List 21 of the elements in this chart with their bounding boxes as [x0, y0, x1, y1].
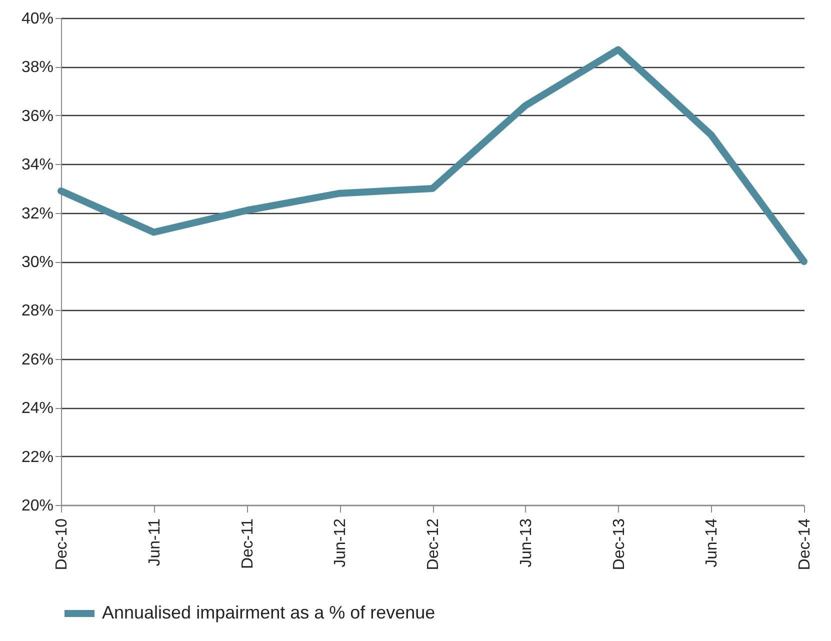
- y-tick-label: 30%: [21, 254, 54, 271]
- y-tick-label: 40%: [21, 10, 54, 28]
- y-tick-label: 32%: [21, 205, 54, 222]
- y-tick-label: 38%: [21, 59, 54, 76]
- x-tick-label: Jun-14: [704, 518, 721, 568]
- x-tick-label: Jun-13: [518, 518, 535, 568]
- y-tick-label: 24%: [21, 400, 54, 418]
- y-tick-label: 36%: [21, 108, 54, 125]
- x-tick-label: Jun-11: [146, 518, 164, 566]
- x-tick-label: Dec-12: [425, 518, 442, 570]
- legend-label: Annualised impairment as a % of revenue: [102, 602, 436, 622]
- y-tick-label: 22%: [21, 448, 54, 466]
- y-tick-label: 28%: [21, 302, 54, 320]
- x-tick-label: Dec-14: [796, 518, 814, 570]
- x-tick-label: Dec-11: [239, 518, 256, 569]
- y-tick-label: 34%: [21, 156, 54, 174]
- y-tick-label: 26%: [21, 351, 54, 368]
- x-tick-label: Dec-10: [54, 518, 70, 570]
- x-tick-label: Jun-12: [332, 518, 350, 568]
- x-tick-label: Dec-13: [610, 518, 628, 570]
- y-tick-label: 20%: [21, 498, 54, 514]
